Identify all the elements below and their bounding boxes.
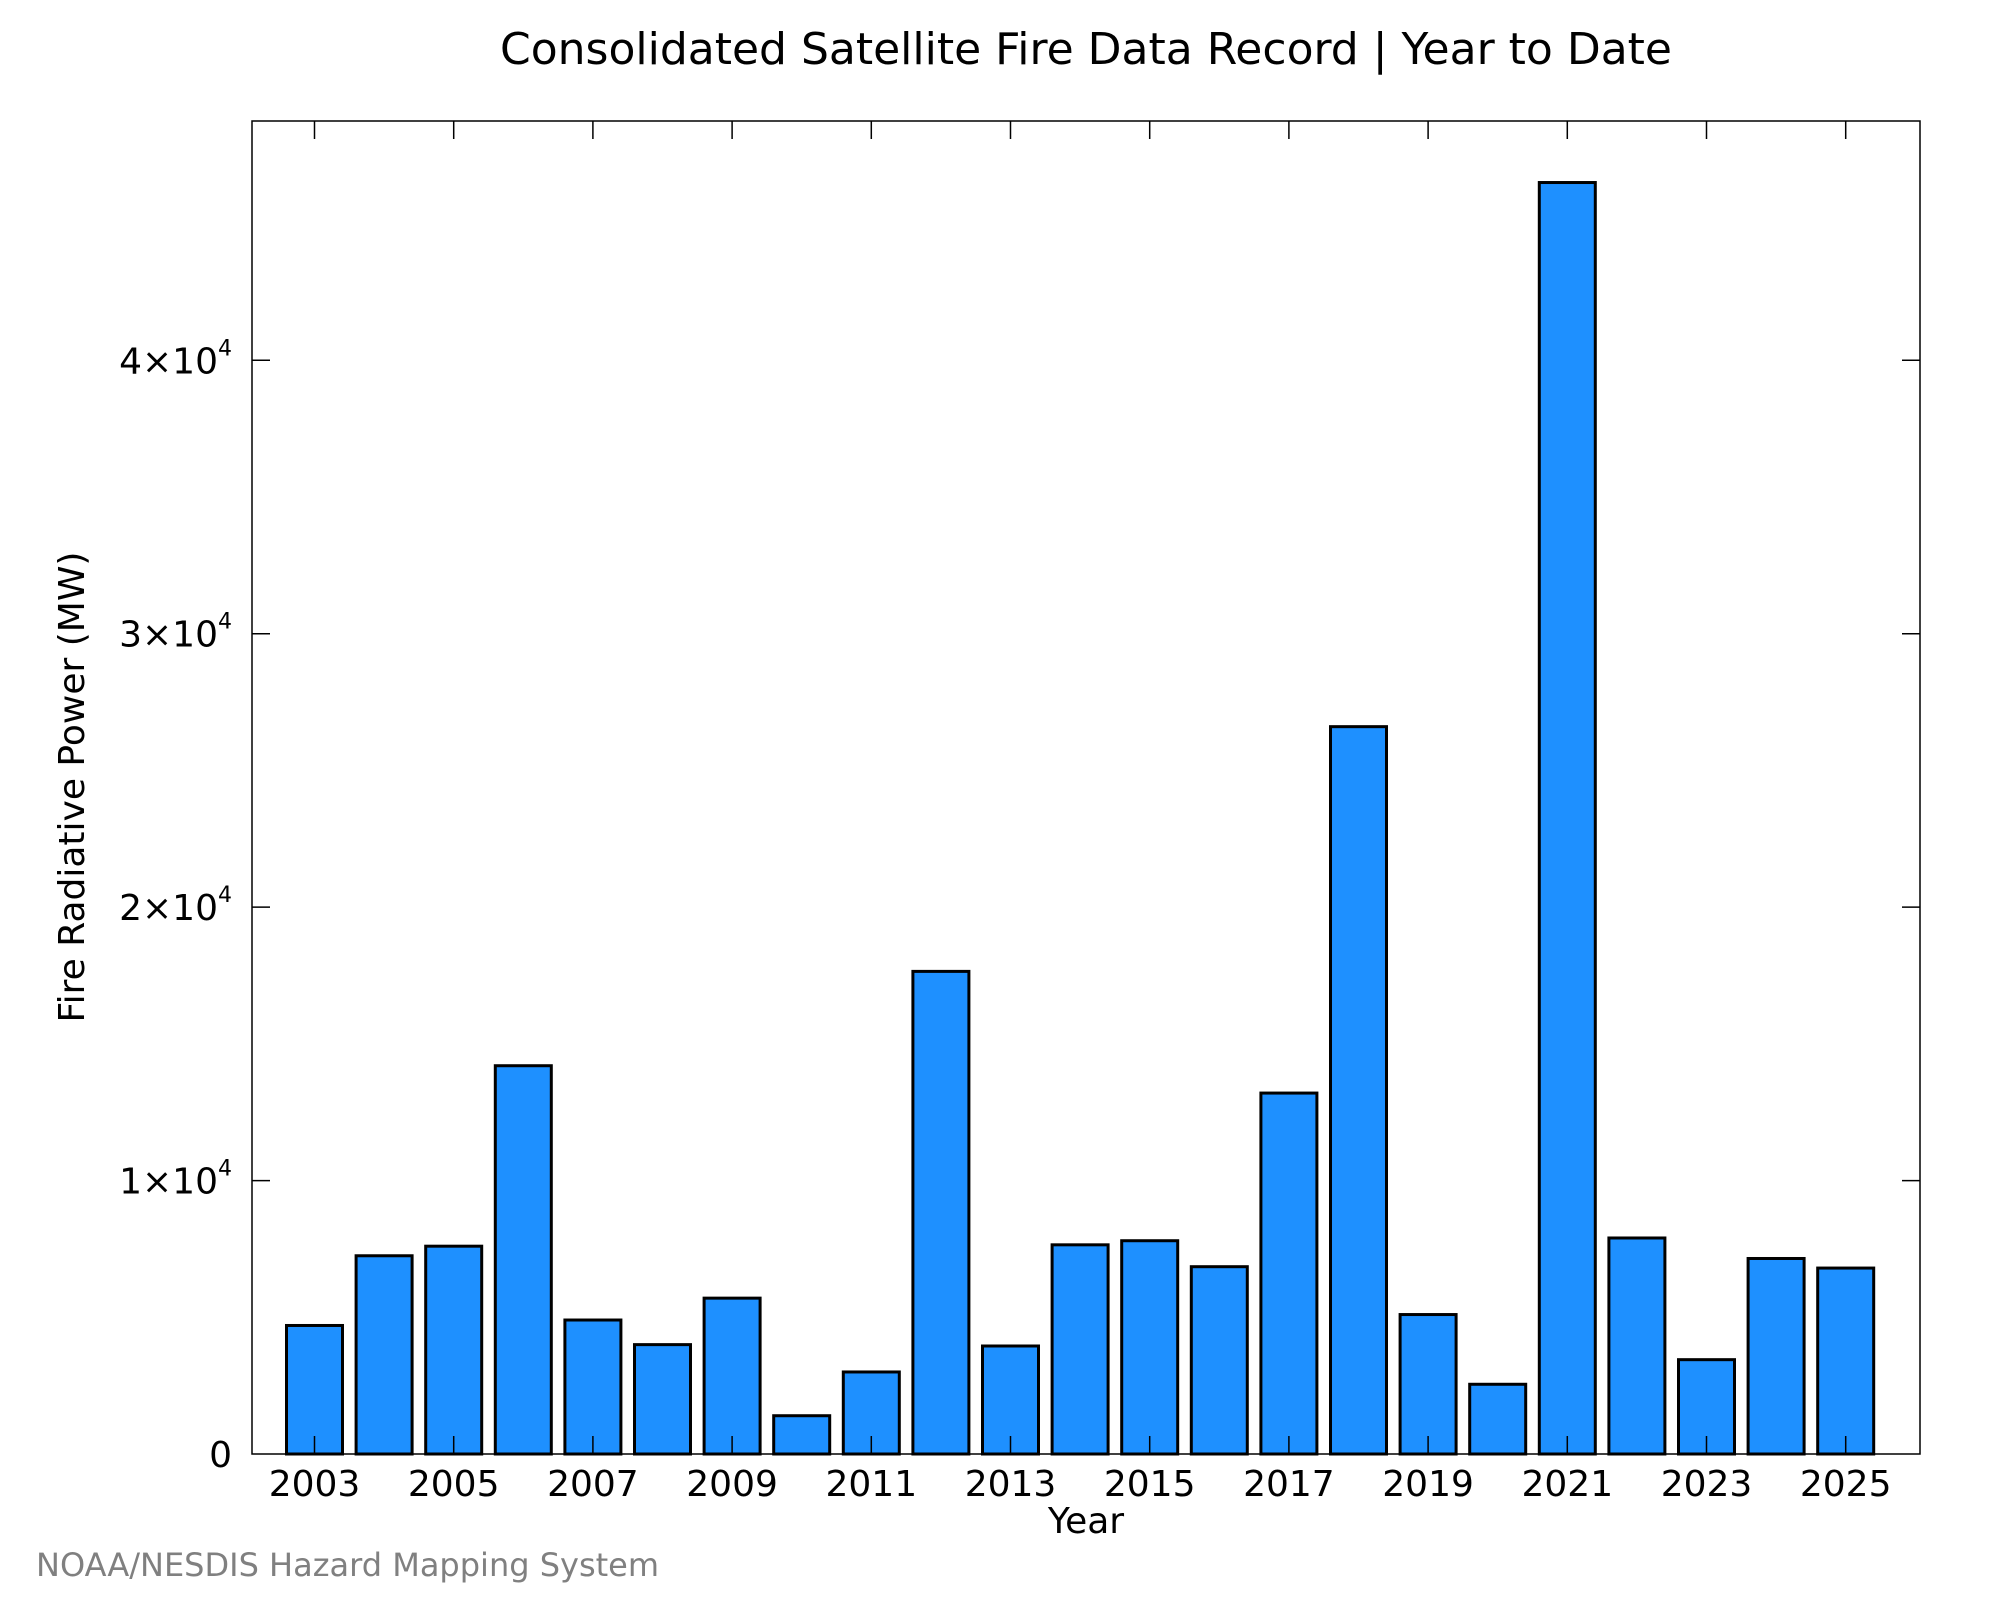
x-tick-label-2021: 2021 [1521, 1464, 1613, 1505]
bar-2020 [1468, 1382, 1528, 1456]
y-tick-label-10000: 1×104 [119, 1157, 232, 1203]
bar-2005 [424, 1244, 484, 1456]
ticks-layer [252, 121, 1920, 1454]
bar-2009 [702, 1296, 762, 1456]
bar-2024 [1746, 1256, 1806, 1456]
x-tick-label-2003: 2003 [269, 1464, 361, 1505]
bar-2007 [563, 1318, 623, 1456]
bar-2022 [1607, 1236, 1667, 1456]
x-tick-label-2011: 2011 [825, 1464, 917, 1505]
x-tick-label-2015: 2015 [1104, 1464, 1196, 1505]
bar-2019 [1398, 1313, 1458, 1456]
bar-2010 [772, 1414, 832, 1456]
bar-2004 [354, 1254, 414, 1456]
bar-2025 [1816, 1266, 1876, 1456]
credit-text: NOAA/NESDIS Hazard Mapping System [36, 1546, 659, 1584]
bars-layer [285, 181, 1876, 1456]
x-tick-label-2025: 2025 [1800, 1464, 1892, 1505]
x-tick-label-2013: 2013 [965, 1464, 1057, 1505]
x-tick-label-2009: 2009 [686, 1464, 778, 1505]
x-axis-label: Year [1047, 1501, 1124, 1542]
y-tick-label-40000: 4×104 [119, 336, 232, 382]
x-tick-label-2019: 2019 [1382, 1464, 1474, 1505]
x-tick-label-2007: 2007 [547, 1464, 639, 1505]
chart-title: Consolidated Satellite Fire Data Record … [500, 24, 1672, 75]
y-tick-label-30000: 3×104 [119, 610, 232, 656]
bar-2016 [1189, 1265, 1249, 1456]
bar-2012 [911, 969, 971, 1456]
bar-2003 [285, 1323, 344, 1456]
y-tick-label-0: 0 [209, 1435, 232, 1476]
bar-2006 [493, 1064, 553, 1456]
bar-2021 [1537, 181, 1597, 1456]
bar-2014 [1050, 1243, 1110, 1456]
y-tick-label-20000: 2×104 [119, 883, 232, 929]
bar-2017 [1259, 1091, 1319, 1456]
x-tick-label-2005: 2005 [408, 1464, 500, 1505]
bar-2008 [633, 1343, 692, 1456]
bar-2015 [1120, 1239, 1180, 1456]
plot-frame [251, 120, 1921, 1455]
x-tick-label-2017: 2017 [1243, 1464, 1335, 1505]
bar-2018 [1329, 725, 1388, 1456]
y-tick-labels: 0 1×104 2×104 3×104 4×104 [119, 336, 232, 1476]
x-tick-label-2023: 2023 [1661, 1464, 1753, 1505]
y-axis-label: Fire Radiative Power (MW) [52, 552, 93, 1023]
x-tick-labels: 2003 2005 2007 2009 2011 2013 2015 2017 2019 2021… [269, 1464, 1892, 1505]
